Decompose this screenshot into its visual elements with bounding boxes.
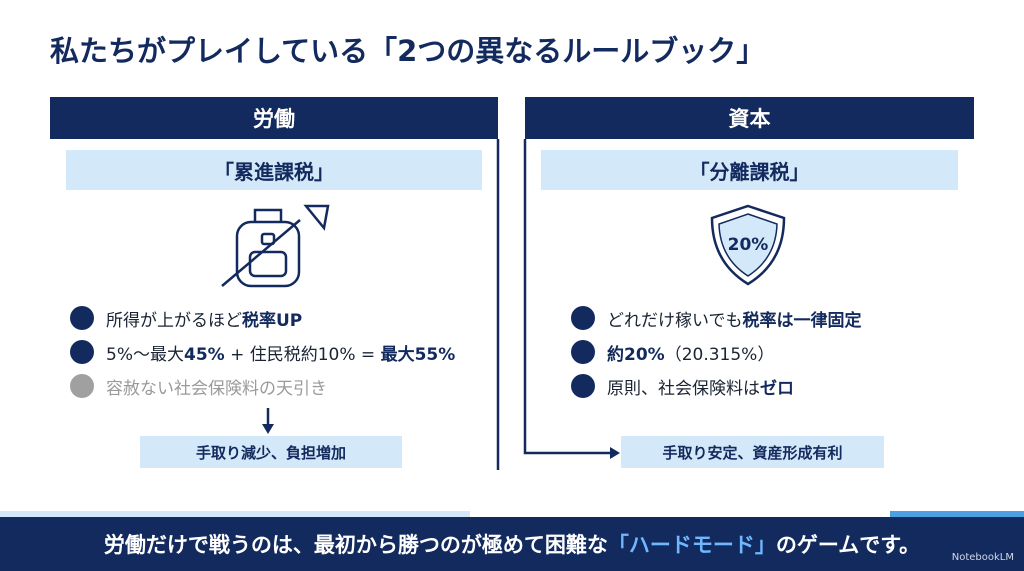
down-arrow-head [262, 424, 274, 434]
text-segment: 45% [183, 344, 225, 365]
right-header: 資本 [525, 97, 974, 139]
text-segment: 最大55% [380, 344, 456, 365]
text-segment: 労働だけで戦うのは、最初から勝つのが極めて困難な [103, 533, 608, 557]
bullet-icon [70, 374, 94, 398]
bullet: 所得が上がるほど税率UP [70, 304, 455, 332]
text-segment: 所得が上がるほど [106, 310, 242, 331]
bullet: 原則、社会保険料はゼロ [571, 372, 862, 400]
right-bullets: どれだけ稼いでも税率は一律固定 約20%（20.315%） 原則、社会保険料はゼ… [571, 304, 862, 400]
text-segment: 5%〜最大 [106, 344, 184, 365]
left-bullets: 所得が上がるほど税率UP 5%〜最大45% + 住民税約10% = 最大55% … [70, 304, 455, 400]
bullet: 5%〜最大45% + 住民税約10% = 最大55% [70, 338, 455, 366]
text-segment: ゼロ [760, 378, 794, 399]
shield-text: 20% [728, 235, 769, 255]
right-result: 手取り安定、資産形成有利 [621, 436, 884, 468]
bullet: どれだけ稼いでも税率は一律固定 [571, 304, 862, 332]
text-segment: + 住民税約10% = [224, 344, 381, 365]
bullet-icon [571, 374, 595, 398]
text-segment: 「ハードモード」 [607, 533, 776, 557]
text-segment: （20.315%） [664, 344, 775, 365]
bullet-icon [70, 340, 94, 364]
title: 私たちがプレイしている「2つの異なるルールブック」 [50, 34, 766, 68]
footer-bar [0, 517, 1024, 571]
bullet-icon [70, 306, 94, 330]
text-segment: 約20% [607, 344, 665, 365]
bullet-icon [571, 340, 595, 364]
bullet: 容赦ない社会保険料の天引き [70, 372, 455, 400]
right-subtitle: 「分離課税」 [541, 150, 958, 190]
footer-accent [890, 511, 1024, 517]
text-segment: どれだけ稼いでも [607, 310, 743, 331]
backpack-icon [221, 204, 330, 288]
bullet-icon [571, 306, 595, 330]
text-segment: 税率UP [242, 310, 303, 331]
left-result: 手取り減少、負担増加 [140, 436, 402, 468]
bullet: 約20%（20.315%） [571, 338, 862, 366]
shield-icon: 20% [710, 204, 786, 286]
text-segment: 税率は一律固定 [742, 310, 862, 331]
footer-accent [0, 511, 470, 517]
brand: NotebookLM [951, 552, 1014, 563]
footer-text: 労働だけで戦うのは、最初から勝つのが極めて困難な 「ハードモード」 のゲームです。 [0, 517, 1024, 571]
text-segment: 原則、社会保険料は [607, 378, 760, 399]
text-segment: のゲームです。 [775, 533, 921, 557]
right-connector [523, 139, 612, 455]
left-header: 労働 [50, 97, 498, 139]
text-segment: 容赦ない社会保険料の天引き [106, 378, 327, 399]
left-subtitle: 「累進課税」 [66, 150, 482, 190]
arrow-head [610, 447, 620, 459]
